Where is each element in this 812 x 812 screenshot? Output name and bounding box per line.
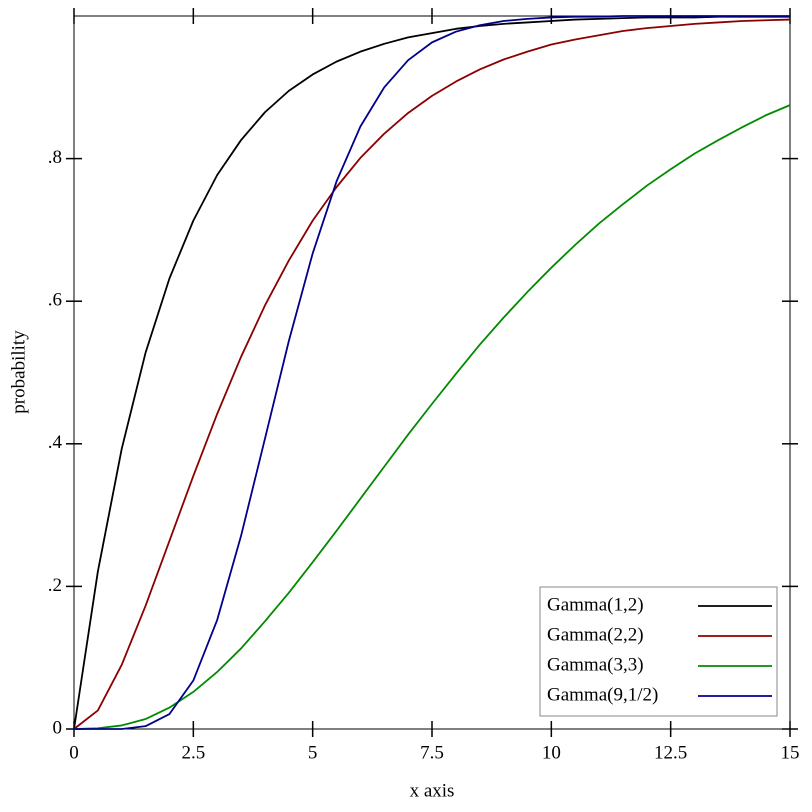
x-tick-label: 10 — [542, 742, 561, 763]
legend-label: Gamma(2,2) — [547, 624, 644, 645]
x-tick-label: 2.5 — [181, 742, 205, 763]
legend-label: Gamma(3,3) — [547, 654, 644, 675]
x-axis-label: x axis — [410, 780, 455, 801]
x-tick-label: 5 — [308, 742, 318, 763]
legend-label: Gamma(9,1/2) — [547, 684, 658, 705]
series-line — [74, 15, 790, 730]
y-tick-label: .4 — [48, 432, 63, 453]
x-tick-label: 15 — [781, 742, 800, 763]
series-line — [73, 104, 791, 730]
y-axis-label: probability — [8, 330, 29, 414]
x-tick-label: 0 — [69, 742, 79, 763]
y-tick-label: 0 — [53, 717, 63, 738]
legend-box — [539, 586, 778, 717]
y-tick-label: .2 — [48, 575, 62, 596]
y-tick-label: .6 — [48, 290, 62, 311]
x-tick-label: 7.5 — [420, 742, 444, 763]
x-tick-label: 12.5 — [654, 742, 687, 763]
series-line — [73, 18, 791, 730]
series-line — [73, 15, 790, 730]
y-tick-label: .8 — [48, 147, 62, 168]
legend-label: Gamma(1,2) — [547, 594, 644, 615]
